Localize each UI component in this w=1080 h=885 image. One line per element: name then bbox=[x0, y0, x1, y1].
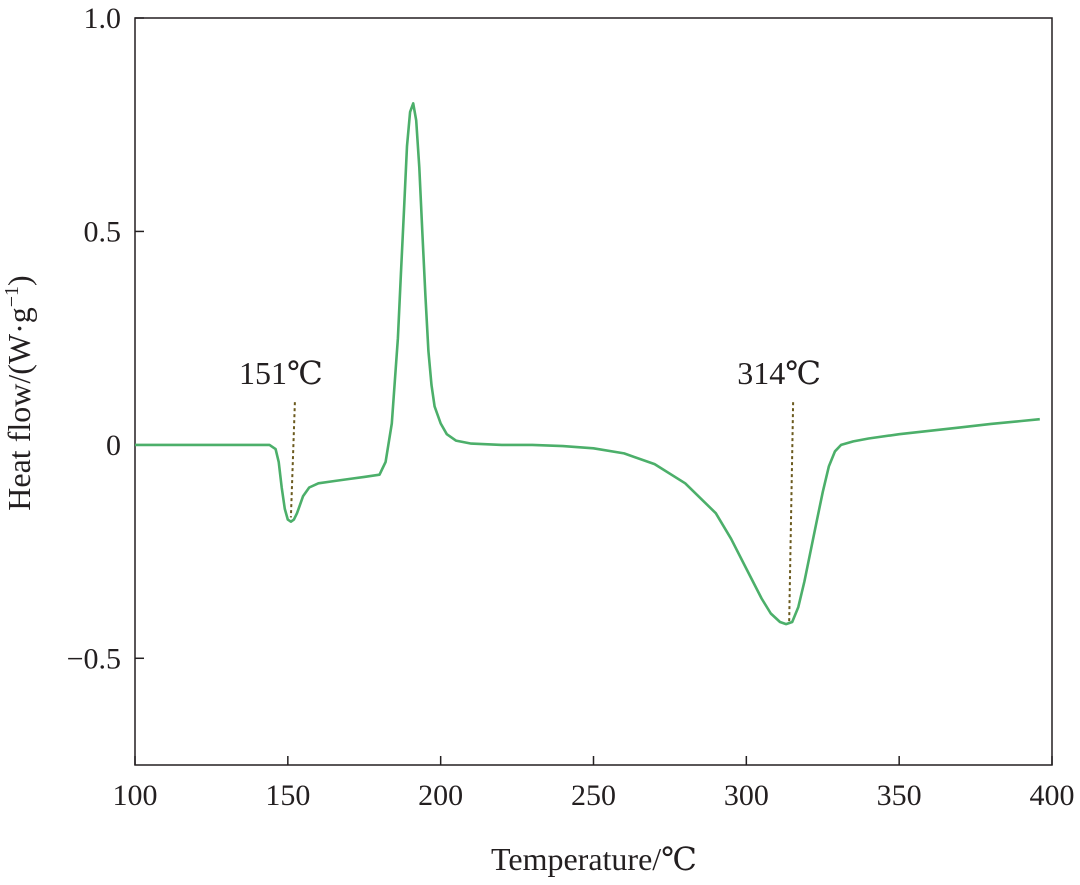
y-axis-title-sup: −1 bbox=[1, 286, 23, 307]
x-tick-label: 350 bbox=[877, 779, 922, 812]
y-tick-label: 0 bbox=[106, 429, 121, 462]
x-tick-label: 200 bbox=[418, 779, 463, 812]
x-tick-label: 100 bbox=[113, 779, 158, 812]
peak-label: 314℃ bbox=[737, 355, 821, 391]
y-tick-label: −0.5 bbox=[67, 642, 121, 675]
peak-label: 151℃ bbox=[239, 355, 323, 391]
peak-marker-line bbox=[788, 402, 795, 625]
annotations-layer: 151℃ 314℃ bbox=[239, 355, 821, 625]
plot-frame bbox=[134, 17, 1053, 766]
x-tick-label: 300 bbox=[724, 779, 769, 812]
y-axis-ticks: 1.0 0.5 0 −0.5 bbox=[67, 2, 144, 675]
y-axis-title-close: ) bbox=[1, 275, 37, 286]
x-axis-ticks: 100 150 200 250 300 350 400 bbox=[113, 756, 1075, 812]
y-tick-label: 0.5 bbox=[84, 215, 122, 248]
x-tick-label: 250 bbox=[571, 779, 616, 812]
y-axis-title: Heat flow/(W·g−1) bbox=[1, 275, 37, 510]
x-tick-label: 400 bbox=[1030, 779, 1075, 812]
y-tick-label: 1.0 bbox=[84, 2, 122, 35]
y-axis-title-main: Heat flow/(W·g bbox=[1, 307, 37, 510]
x-axis-title: Temperature/℃ bbox=[491, 841, 697, 877]
series-layer bbox=[135, 102, 1040, 626]
x-tick-label: 150 bbox=[265, 779, 310, 812]
peak-marker-line bbox=[289, 402, 296, 518]
plot-border bbox=[134, 17, 1053, 766]
heat-flow-line bbox=[135, 102, 1040, 626]
